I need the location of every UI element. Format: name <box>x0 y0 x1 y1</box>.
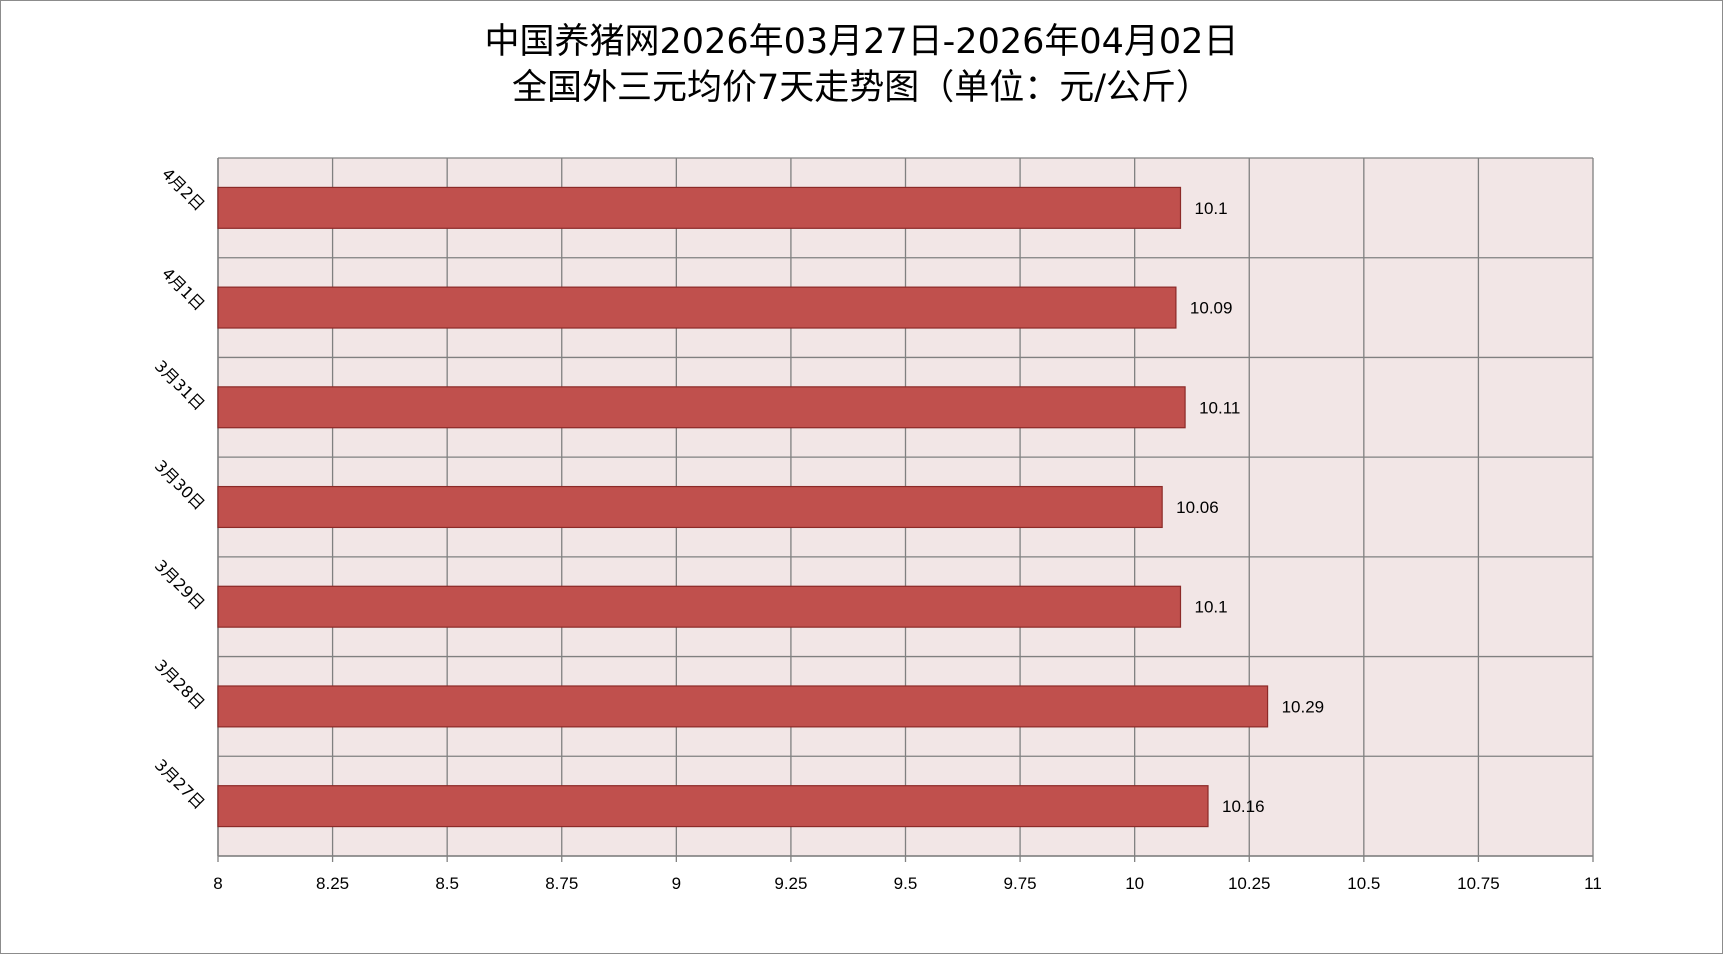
x-tick-label: 10.75 <box>1457 874 1500 893</box>
x-tick-label: 9 <box>672 874 681 893</box>
category-label: 3月28日 <box>151 656 209 714</box>
x-tick-label: 8.25 <box>316 874 349 893</box>
category-label: 4月2日 <box>158 164 208 214</box>
bar-data-label: 10.09 <box>1190 299 1233 318</box>
x-tick-label: 8.5 <box>435 874 459 893</box>
bar-data-label: 10.06 <box>1176 498 1219 517</box>
bar-data-label: 10.1 <box>1195 199 1228 218</box>
bar <box>217 286 1177 329</box>
bar <box>217 386 1186 429</box>
category-label: 4月1日 <box>158 264 208 314</box>
x-tick-label: 10.25 <box>1228 874 1271 893</box>
category-label: 3月31日 <box>151 356 209 414</box>
bar <box>217 785 1209 828</box>
category-label: 3月29日 <box>151 556 209 614</box>
bar-data-label: 10.29 <box>1282 697 1325 716</box>
x-tick-label: 9.75 <box>1004 874 1037 893</box>
category-label: 3月30日 <box>151 456 209 514</box>
x-tick-label: 8.75 <box>545 874 578 893</box>
bar-data-label: 10.16 <box>1222 797 1265 816</box>
x-tick-label: 10.5 <box>1347 874 1380 893</box>
x-tick-label: 9.5 <box>894 874 918 893</box>
x-tick-label: 8 <box>213 874 222 893</box>
category-label: 3月27日 <box>151 755 209 813</box>
bar-data-label: 10.11 <box>1199 398 1240 417</box>
bar <box>217 186 1182 229</box>
x-tick-label: 11 <box>1584 874 1602 893</box>
bar <box>217 585 1182 628</box>
chart-title-line-2: 全国外三元均价7天走势图（单位：元/公斤） <box>511 68 1212 108</box>
chart-title: 中国养猪网2026年03月27日-2026年04月02日 全国外三元均价7天走势… <box>1 19 1722 111</box>
bar <box>217 685 1269 728</box>
bar-data-label: 10.1 <box>1195 598 1228 617</box>
x-tick-label: 10 <box>1125 874 1144 893</box>
x-tick-label: 9.25 <box>774 874 807 893</box>
chart-title-line-1: 中国养猪网2026年03月27日-2026年04月02日 <box>484 22 1239 62</box>
bar <box>217 485 1163 529</box>
